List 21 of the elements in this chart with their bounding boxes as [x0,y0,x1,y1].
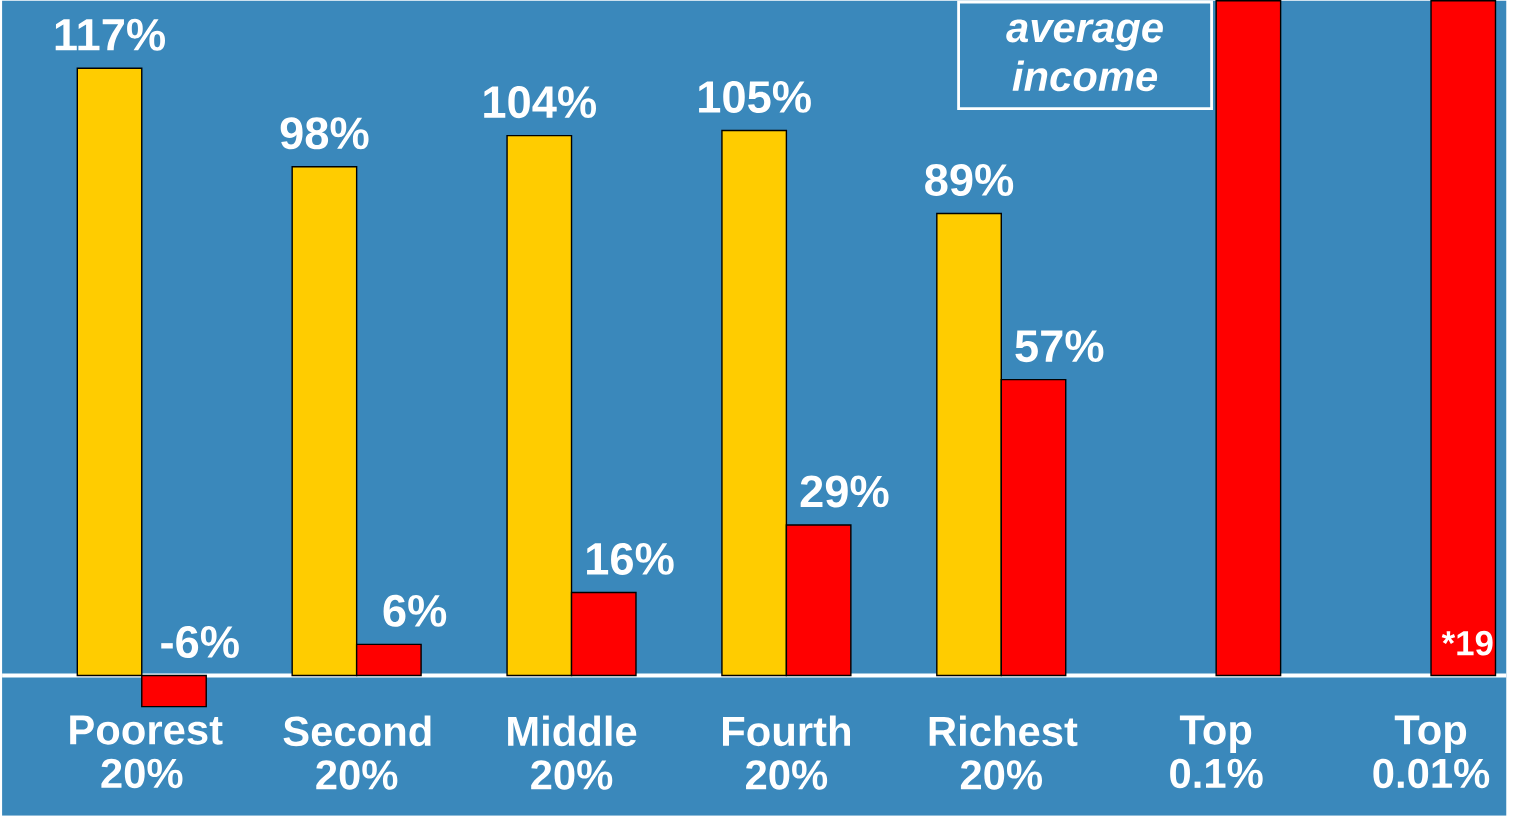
data-label: 105% [699,81,811,114]
annotation: *19 [1441,630,1493,656]
data-label: 104% [484,86,596,119]
data-label: -6% [161,626,239,659]
x-tick-label: Middle 20% [508,715,637,790]
data-label: 6% [383,594,447,627]
bar [1430,0,1497,677]
annotation: average income [1006,19,1163,92]
data-label: 16% [587,543,674,576]
data-label: 89% [925,164,1014,197]
data-label: 117% [55,18,165,51]
x-tick-label: Fourth 20% [723,715,851,790]
x-tick-label: Top 0.01% [1373,715,1490,789]
x-tick-label: Second 20% [283,715,431,790]
data-label: 29% [800,475,889,508]
data-label: 57% [1015,330,1104,363]
x-tick-label: Top 0.1% [1170,715,1263,789]
bar [1215,0,1282,677]
data-label: 98% [280,117,369,150]
x-tick-label: Poorest 20% [70,715,223,789]
x-tick-label: Richest 20% [929,715,1078,790]
